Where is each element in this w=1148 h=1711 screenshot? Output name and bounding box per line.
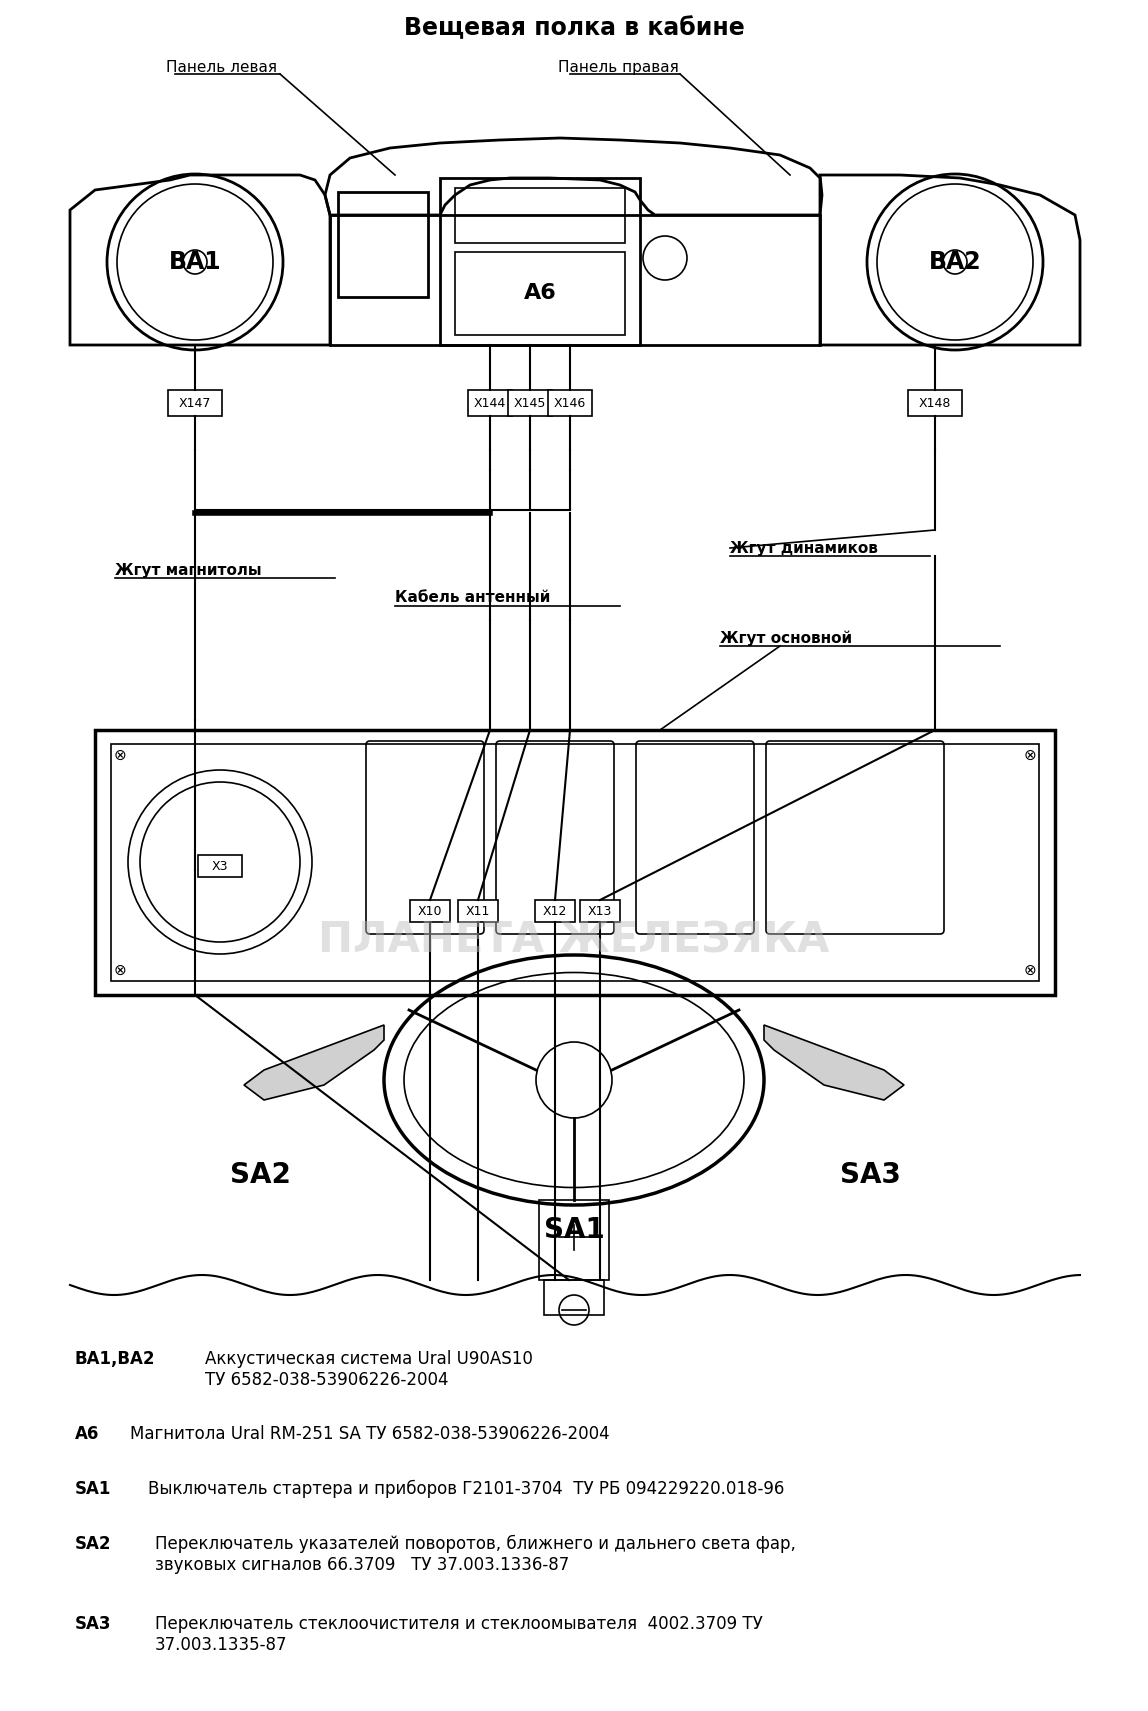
Text: ПЛАНЕТА ЖЕЛЕЗЯКА: ПЛАНЕТА ЖЕЛЕЗЯКА [318, 919, 830, 962]
Bar [168, 390, 222, 416]
Text: Жгут основной: Жгут основной [720, 630, 852, 645]
Text: X147: X147 [179, 397, 211, 409]
Text: X148: X148 [918, 397, 952, 409]
Bar [468, 390, 512, 416]
Bar [111, 744, 1039, 980]
Text: SA1: SA1 [544, 1217, 604, 1244]
Bar [338, 192, 428, 298]
Text: X144: X144 [474, 397, 506, 409]
Text: BA1: BA1 [169, 250, 222, 274]
Text: A6: A6 [75, 1425, 100, 1442]
Text: ⊗: ⊗ [114, 748, 126, 763]
Text: ⊗: ⊗ [114, 963, 126, 977]
Bar [455, 188, 625, 243]
Bar [509, 390, 552, 416]
Text: X11: X11 [466, 905, 490, 917]
Text: X146: X146 [553, 397, 587, 409]
Text: Выключатель стартера и приборов Г2101-3704  ТУ РБ 094229220.018-96: Выключатель стартера и приборов Г2101-37… [148, 1480, 784, 1499]
Bar [458, 900, 498, 922]
Bar [410, 900, 450, 922]
Text: Панель левая: Панель левая [166, 60, 278, 75]
Text: Аккустическая система Ural U90AS10
ТУ 6582-038-53906226-2004: Аккустическая система Ural U90AS10 ТУ 65… [205, 1350, 533, 1389]
Text: X12: X12 [543, 905, 567, 917]
Text: SA2: SA2 [230, 1162, 290, 1189]
Text: SA3: SA3 [75, 1615, 111, 1632]
Text: BA1,BA2: BA1,BA2 [75, 1350, 155, 1369]
Bar [440, 178, 639, 346]
Bar [544, 1280, 604, 1316]
Text: Вещевая полка в кабине: Вещевая полка в кабине [404, 15, 744, 39]
Text: Кабель антенный: Кабель антенный [395, 590, 550, 606]
Text: Переключатель указателей поворотов, ближнего и дальнего света фар,
звуковых сигн: Переключатель указателей поворотов, ближ… [155, 1535, 796, 1574]
Polygon shape [245, 1025, 383, 1100]
Text: SA1: SA1 [75, 1480, 111, 1499]
Text: ⊗: ⊗ [1024, 963, 1037, 977]
Text: Переключатель стеклоочистителя и стеклоомывателя  4002.3709 ТУ
37.003.1335-87: Переключатель стеклоочистителя и стеклоо… [155, 1615, 762, 1655]
Bar [580, 900, 620, 922]
Bar [540, 1199, 608, 1280]
Bar [548, 390, 592, 416]
Text: X145: X145 [514, 397, 546, 409]
Bar [455, 252, 625, 335]
Text: Жгут динамиков: Жгут динамиков [730, 541, 878, 556]
Text: Магнитола Ural RM-251 SA ТУ 6582-038-53906226-2004: Магнитола Ural RM-251 SA ТУ 6582-038-539… [130, 1425, 610, 1442]
Text: BA2: BA2 [929, 250, 982, 274]
Text: X10: X10 [418, 905, 442, 917]
Polygon shape [765, 1025, 903, 1100]
Bar [95, 731, 1055, 996]
Text: Панель правая: Панель правая [558, 60, 678, 75]
Text: SA3: SA3 [839, 1162, 900, 1189]
Text: ⊗: ⊗ [1024, 748, 1037, 763]
Text: X13: X13 [588, 905, 612, 917]
Text: A6: A6 [523, 282, 557, 303]
Text: Х3: Х3 [211, 859, 228, 873]
Bar [535, 900, 575, 922]
Bar [197, 856, 242, 878]
Text: SA2: SA2 [75, 1535, 111, 1554]
Text: Жгут магнитолы: Жгут магнитолы [115, 563, 262, 578]
Bar [908, 390, 962, 416]
Bar [329, 216, 820, 346]
